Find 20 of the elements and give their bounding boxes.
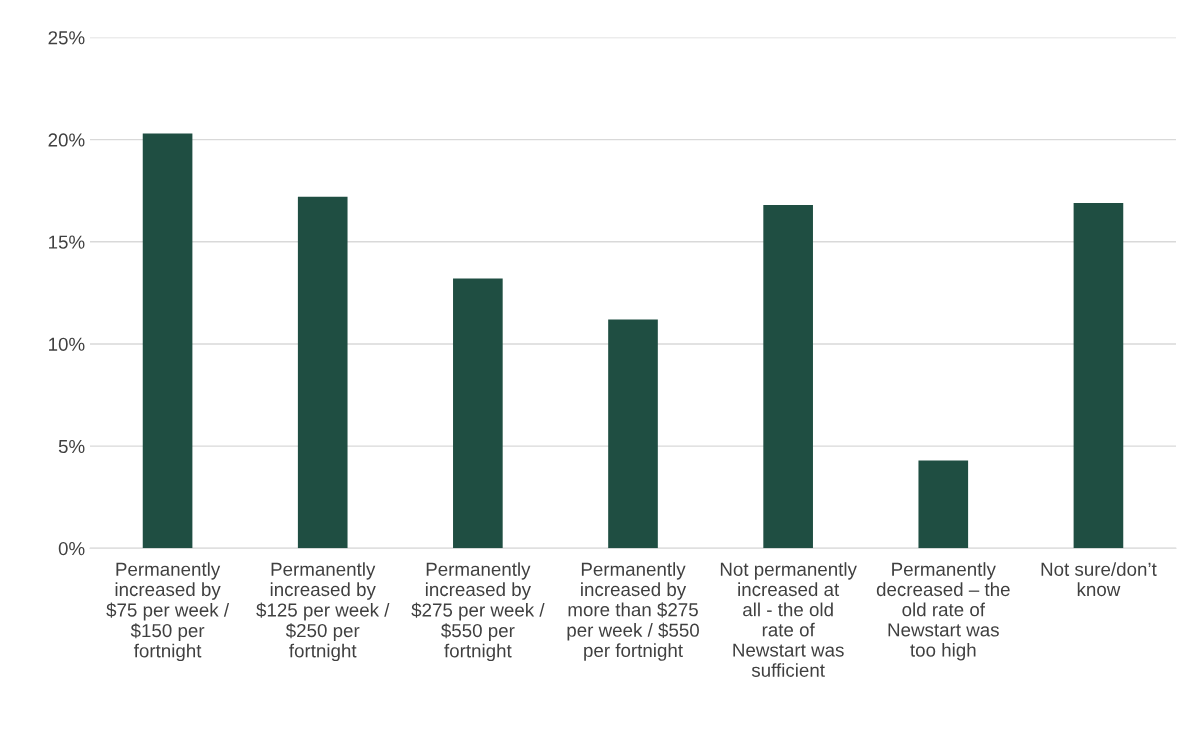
- y-tick-label: 15%: [49, 235, 85, 249]
- bar: [142, 133, 193, 549]
- x-tick-label: Not permanently increased at all - the old rate of Newstart was sufficient: [720, 562, 857, 677]
- x-tick-label: Permanently increased by $125 per week / $250 per fortnight: [256, 562, 390, 662]
- y-tick-label: 20%: [48, 133, 85, 147]
- bar: [297, 196, 348, 549]
- y-tick-label: 25%: [48, 31, 85, 45]
- bar: [608, 319, 658, 549]
- y-tick-label: 10%: [49, 337, 85, 351]
- x-tick-label: Not sure/don’t know: [1041, 562, 1157, 597]
- x-tick-label: Permanently decreased – the old rate of Newstart was too high: [876, 562, 1010, 661]
- x-tick-label: Permanently increased by more than $275 per week / $550 per fortnight: [567, 562, 699, 661]
- bar: [763, 205, 813, 549]
- x-tick-label: Permanently increased by $75 per week / $150 per fortnight: [106, 562, 230, 662]
- y-tick-label: 0%: [58, 541, 85, 556]
- bar: [1073, 202, 1124, 549]
- y-tick-label: 5%: [58, 439, 85, 454]
- x-tick-label: Permanently increased by $275 per week / $550 per fortnight: [411, 562, 545, 662]
- bar: [453, 278, 503, 549]
- bar: [918, 460, 969, 549]
